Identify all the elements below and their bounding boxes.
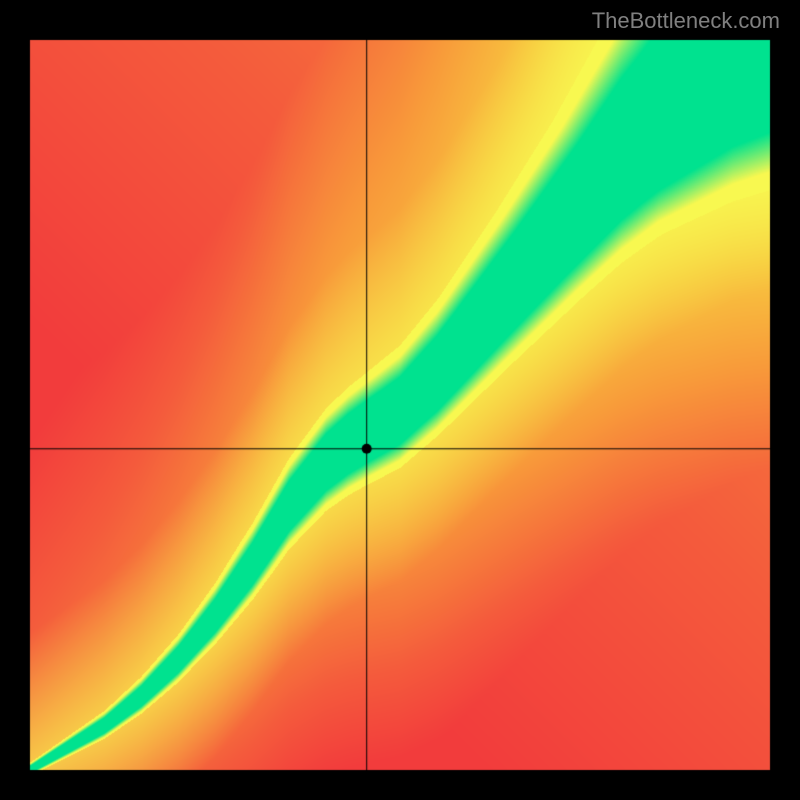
- watermark-text: TheBottleneck.com: [592, 8, 780, 34]
- chart-container: TheBottleneck.com: [0, 0, 800, 800]
- heatmap-canvas: [0, 0, 800, 800]
